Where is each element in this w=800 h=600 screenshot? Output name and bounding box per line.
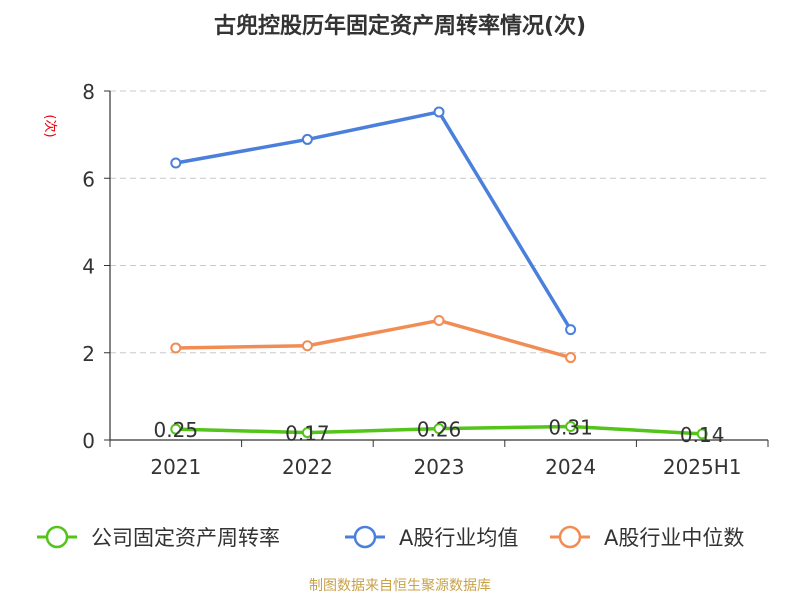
legend-label: A股行业中位数	[604, 526, 744, 550]
series-1	[170, 106, 577, 336]
data-point	[565, 352, 577, 364]
data-label: 0.31	[548, 415, 593, 439]
legend: 公司固定资产周转率 A股行业均值 A股行业中位数	[37, 525, 744, 550]
data-point	[301, 427, 313, 439]
data-point	[301, 340, 313, 352]
legend-item-1: A股行业均值	[345, 525, 518, 550]
series-0	[170, 420, 708, 440]
y-tick-label: 2	[82, 342, 95, 366]
x-tick-label: 2025H1	[663, 455, 742, 479]
data-point	[696, 428, 708, 440]
series-line	[174, 318, 573, 360]
data-point	[433, 106, 445, 118]
legend-marker	[353, 525, 377, 549]
y-tick-label: 4	[82, 255, 95, 279]
data-label: 0.26	[417, 418, 462, 442]
data-labels: 0.25 0.17 0.26 0.31 0.14	[154, 415, 725, 446]
data-point	[170, 157, 182, 169]
x-tick-label: 2022	[282, 455, 333, 479]
data-point	[170, 342, 182, 354]
x-tick-label: 2021	[150, 455, 201, 479]
y-axis-label: (次)	[42, 114, 58, 137]
data-point	[301, 133, 313, 145]
series-2	[170, 314, 577, 364]
legend-marker	[558, 525, 582, 549]
data-point	[433, 314, 445, 326]
legend-item-2: A股行业中位数	[550, 525, 744, 550]
legend-label: A股行业均值	[399, 526, 518, 550]
series-layer	[170, 106, 708, 440]
data-point	[170, 423, 182, 435]
legend-item-0: 公司固定资产周转率	[37, 525, 280, 550]
legend-marker	[45, 525, 69, 549]
y-tick-label: 8	[82, 80, 95, 104]
y-tick-label: 0	[82, 429, 95, 453]
legend-label: 公司固定资产周转率	[91, 526, 280, 550]
data-point	[433, 423, 445, 435]
grid-lines	[110, 90, 768, 354]
data-label: 0.14	[680, 423, 725, 447]
chart-title: 古兜控股历年固定资产周转率情况(次)	[214, 13, 586, 39]
axes: 0 2 4 6 8 2021 2022 2023 2024 2025H1	[82, 80, 769, 479]
data-point	[565, 324, 577, 336]
data-label: 0.17	[285, 422, 330, 446]
series-line	[174, 110, 573, 332]
y-tick-label: 6	[82, 167, 95, 191]
x-tick-label: 2024	[545, 455, 596, 479]
x-tick-label: 2023	[414, 455, 465, 479]
source-note: 制图数据来自恒生聚源数据库	[309, 578, 491, 594]
data-label: 0.25	[154, 418, 199, 442]
data-point	[565, 420, 577, 432]
